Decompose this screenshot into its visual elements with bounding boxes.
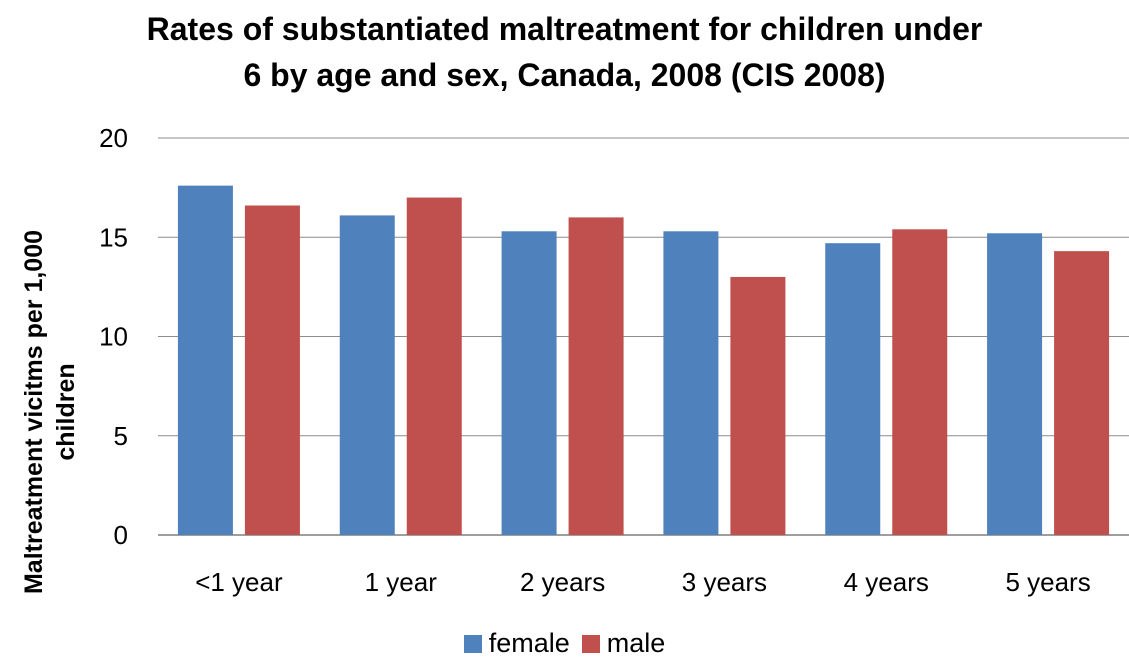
- y-tick-label: 20: [99, 123, 128, 153]
- x-tick-label: 3 years: [682, 567, 767, 597]
- x-tick-label: 2 years: [520, 567, 605, 597]
- x-tick-label: 1 year: [365, 567, 438, 597]
- y-tick-label: 5: [114, 421, 128, 451]
- bar-female-5: [987, 233, 1043, 535]
- bar-male-4: [892, 229, 948, 535]
- chart-title: Rates of substantiated maltreatment for …: [0, 6, 1129, 98]
- bar-female-1: [339, 215, 395, 536]
- bar-male-3: [730, 276, 786, 535]
- bar-female-0: [177, 185, 233, 535]
- y-tick-label: 0: [114, 520, 128, 550]
- bar-male-5: [1054, 251, 1110, 535]
- chart-title-line-2: 6 by age and sex, Canada, 2008 (CIS 2008…: [243, 57, 886, 93]
- bars: [177, 185, 1110, 536]
- y-tick-labels: 0 5 10 15 20: [99, 123, 128, 550]
- legend-label-male: male: [606, 628, 666, 658]
- x-tick-labels: <1 year 1 year 2 years 3 years 4 years 5 year…: [195, 567, 1091, 597]
- bar-female-2: [501, 231, 557, 536]
- legend-item-male: male: [581, 628, 666, 659]
- x-tick-label: <1 year: [195, 567, 283, 597]
- y-tick-label: 10: [99, 322, 128, 352]
- gridlines: [158, 137, 1129, 536]
- legend: female male: [0, 628, 1129, 659]
- x-tick-label: 4 years: [844, 567, 929, 597]
- bar-female-4: [825, 243, 881, 535]
- legend-swatch-male: [581, 634, 600, 653]
- y-tick-label: 15: [99, 222, 128, 252]
- chart-title-line-1: Rates of substantiated maltreatment for …: [146, 11, 983, 47]
- bar-male-0: [244, 205, 300, 536]
- legend-item-female: female: [463, 628, 570, 659]
- bar-male-1: [406, 197, 462, 536]
- x-tick-label: 5 years: [1005, 567, 1090, 597]
- legend-label-female: female: [488, 628, 570, 658]
- legend-swatch-female: [463, 634, 482, 653]
- bar-male-2: [568, 217, 624, 535]
- bar-female-3: [663, 231, 719, 536]
